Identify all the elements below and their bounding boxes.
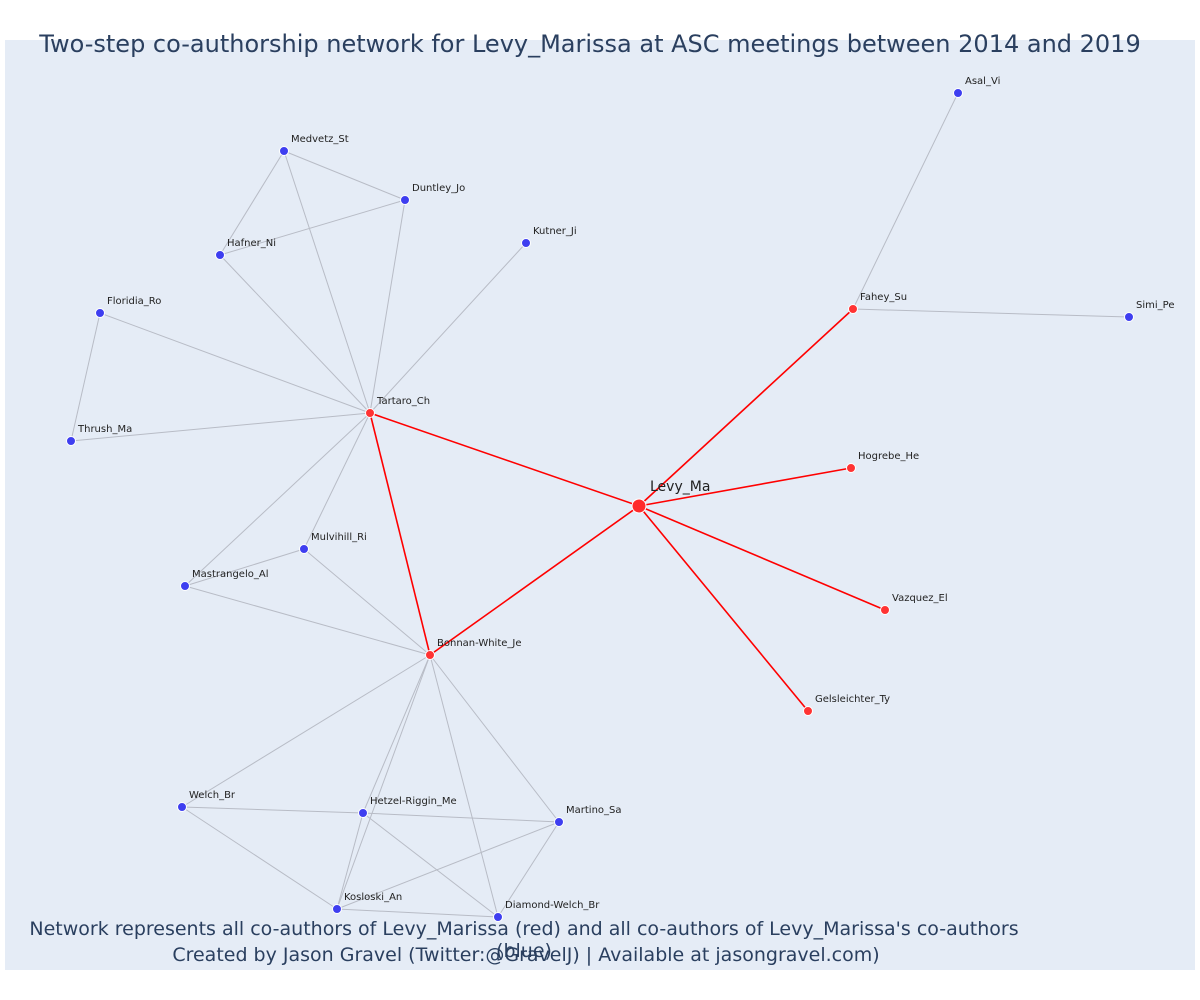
label-Floridia_Ro: Floridia_Ro bbox=[107, 296, 161, 307]
edge-Medvetz_St-Duntley_Jo bbox=[283, 150, 406, 201]
label-Martino_Sa: Martino_Sa bbox=[566, 805, 622, 816]
label-Fahey_Su: Fahey_Su bbox=[860, 292, 907, 303]
label-layer: Levy_Ma Tartaro_Ch Bonnan-White_Je Fahey_Su… bbox=[77, 76, 1174, 911]
footer-credit: Created by Jason Gravel (Twitter:@Gravel… bbox=[172, 944, 880, 966]
node-Vazquez_El[interactable] bbox=[880, 605, 890, 615]
edge-Medvetz_St-Hafner_Ni bbox=[219, 150, 285, 256]
node-Welch_Br[interactable] bbox=[177, 802, 187, 812]
edge-Welch_Br-Hetzel-Riggin_Me bbox=[181, 806, 364, 814]
label-Medvetz_St: Medvetz_St bbox=[291, 134, 349, 145]
node-Tartaro_Ch[interactable] bbox=[365, 408, 375, 418]
label-Kosloski_An: Kosloski_An bbox=[344, 892, 402, 903]
label-Asal_Vi: Asal_Vi bbox=[965, 76, 1000, 87]
label-Duntley_Jo: Duntley_Jo bbox=[412, 183, 465, 194]
edge-Fahey_Su-Simi_Pe bbox=[852, 308, 1130, 318]
edge-Levy_Ma-Tartaro_Ch bbox=[369, 412, 640, 507]
node-Simi_Pe[interactable] bbox=[1124, 312, 1134, 322]
label-Simi_Pe: Simi_Pe bbox=[1136, 300, 1174, 311]
edge-Hetzel-Riggin_Me-Kosloski_An bbox=[336, 812, 364, 910]
edge-Hetzel-Riggin_Me-Martino_Sa bbox=[362, 812, 560, 823]
node-Asal_Vi[interactable] bbox=[953, 88, 963, 98]
edge-Tartaro_Ch-Bonnan-White_Je bbox=[369, 412, 431, 656]
edge-Tartaro_Ch-Duntley_Jo bbox=[369, 199, 406, 414]
edge-Bonnan-White_Je-Kosloski_An bbox=[336, 654, 431, 910]
edge-Kosloski_An-Diamond-Welch_Br bbox=[336, 908, 499, 918]
edge-Bonnan-White_Je-Welch_Br bbox=[181, 654, 431, 808]
node-Gelsleichter_Ty[interactable] bbox=[803, 706, 813, 716]
edge-Tartaro_Ch-Medvetz_St bbox=[283, 150, 371, 414]
edge-Levy_Ma-Vazquez_El bbox=[638, 505, 886, 611]
label-Vazquez_El: Vazquez_El bbox=[892, 593, 948, 604]
edge-Tartaro_Ch-Mastrangelo_Al bbox=[184, 412, 371, 587]
label-Hafner_Ni: Hafner_Ni bbox=[227, 238, 276, 249]
edge-Bonnan-White_Je-Hetzel-Riggin_Me bbox=[362, 654, 431, 814]
label-Hogrebe_He: Hogrebe_He bbox=[858, 451, 919, 462]
node-Martino_Sa[interactable] bbox=[554, 817, 564, 827]
edge-Levy_Ma-Gelsleichter_Ty bbox=[638, 505, 809, 712]
label-Welch_Br: Welch_Br bbox=[189, 790, 236, 801]
node-Floridia_Ro[interactable] bbox=[95, 308, 105, 318]
edge-Bonnan-White_Je-Martino_Sa bbox=[429, 654, 560, 823]
edge-Tartaro_Ch-Mulvihill_Ri bbox=[303, 412, 371, 550]
edge-Welch_Br-Kosloski_An bbox=[181, 806, 338, 910]
node-Bonnan-White_Je[interactable] bbox=[425, 650, 435, 660]
node-Mastrangelo_Al[interactable] bbox=[180, 581, 190, 591]
edge-Tartaro_Ch-Floridia_Ro bbox=[99, 312, 371, 414]
edge-Fahey_Su-Asal_Vi bbox=[852, 92, 959, 310]
label-Kutner_Ji: Kutner_Ji bbox=[533, 226, 577, 237]
node-Levy_Ma[interactable] bbox=[631, 498, 647, 514]
label-Mastrangelo_Al: Mastrangelo_Al bbox=[192, 569, 268, 580]
label-Thrush_Ma: Thrush_Ma bbox=[77, 424, 132, 435]
edge-Floridia_Ro-Thrush_Ma bbox=[70, 312, 101, 442]
node-Hogrebe_He[interactable] bbox=[846, 463, 856, 473]
node-Hetzel-Riggin_Me[interactable] bbox=[358, 808, 368, 818]
label-Gelsleichter_Ty: Gelsleichter_Ty bbox=[815, 694, 890, 705]
edge-Mulvihill_Ri-Bonnan-White_Je bbox=[303, 548, 431, 656]
node-Kosloski_An[interactable] bbox=[332, 904, 342, 914]
label-Bonnan-White_Je: Bonnan-White_Je bbox=[437, 638, 522, 649]
node-layer bbox=[66, 88, 1134, 922]
node-Fahey_Su[interactable] bbox=[848, 304, 858, 314]
edge-Hetzel-Riggin_Me-Diamond-Welch_Br bbox=[362, 812, 499, 918]
label-Hetzel-Riggin_Me: Hetzel-Riggin_Me bbox=[370, 796, 457, 807]
edge-Tartaro_Ch-Thrush_Ma bbox=[70, 412, 371, 442]
node-Thrush_Ma[interactable] bbox=[66, 436, 76, 446]
plot-background bbox=[5, 40, 1195, 970]
edge-Tartaro_Ch-Kutner_Ji bbox=[369, 242, 527, 414]
footer-note: Network represents all co-authors of Lev… bbox=[29, 918, 1019, 962]
edge-layer bbox=[70, 92, 1130, 918]
label-Levy_Ma: Levy_Ma bbox=[650, 479, 710, 495]
label-Tartaro_Ch: Tartaro_Ch bbox=[376, 396, 430, 407]
edge-Bonnan-White_Je-Diamond-Welch_Br bbox=[429, 654, 499, 918]
edge-Levy_Ma-Hogrebe_He bbox=[638, 467, 852, 507]
edge-Mulvihill_Ri-Mastrangelo_Al bbox=[184, 548, 305, 587]
node-Medvetz_St[interactable] bbox=[279, 146, 289, 156]
edge-Levy_Ma-Fahey_Su bbox=[638, 308, 854, 507]
node-Kutner_Ji[interactable] bbox=[521, 238, 531, 248]
chart-title: Two-step co-authorship network for Levy_… bbox=[39, 30, 1141, 58]
edge-Tartaro_Ch-Hafner_Ni bbox=[219, 254, 371, 414]
edge-Mastrangelo_Al-Bonnan-White_Je bbox=[184, 585, 431, 656]
node-Duntley_Jo[interactable] bbox=[400, 195, 410, 205]
label-Diamond-Welch_Br: Diamond-Welch_Br bbox=[505, 900, 600, 911]
node-Hafner_Ni[interactable] bbox=[215, 250, 225, 260]
edge-Martino_Sa-Kosloski_An bbox=[336, 821, 560, 910]
edge-Duntley_Jo-Hafner_Ni bbox=[219, 199, 406, 256]
label-Mulvihill_Ri: Mulvihill_Ri bbox=[311, 532, 367, 543]
edge-Levy_Ma-Bonnan-White_Je bbox=[429, 505, 640, 656]
node-Diamond-Welch_Br[interactable] bbox=[493, 912, 503, 922]
edge-Martino_Sa-Diamond-Welch_Br bbox=[497, 821, 560, 918]
node-Mulvihill_Ri[interactable] bbox=[299, 544, 309, 554]
